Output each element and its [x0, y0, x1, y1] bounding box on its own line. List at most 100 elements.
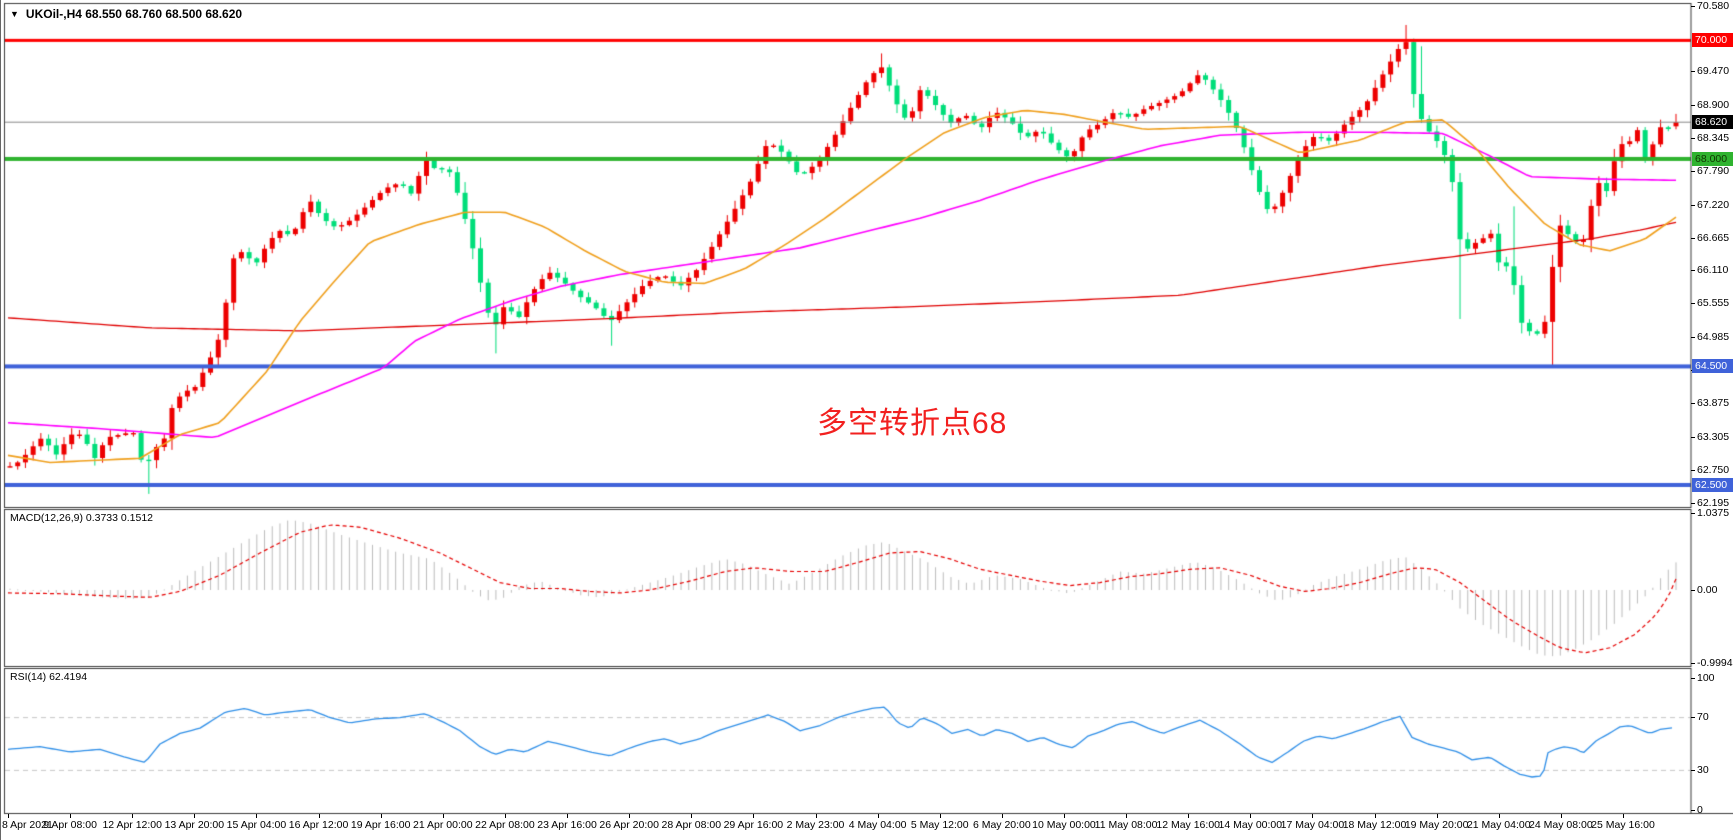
date-tick-label: 14 May 00:00	[1218, 819, 1283, 831]
date-tick-label: 24 May 08:00	[1529, 819, 1593, 831]
symbol-dropdown-icon[interactable]: ▼	[10, 9, 19, 19]
rsi-tick-label: 70	[1697, 711, 1709, 724]
price-tick-label: 66.665	[1697, 231, 1730, 244]
date-tick-mark	[939, 814, 941, 818]
date-tick-mark	[194, 814, 196, 818]
rsi-tick-label: 100	[1697, 671, 1715, 684]
date-tick-mark	[1250, 814, 1252, 818]
date-tick-label: 21 May 04:00	[1466, 819, 1531, 831]
axis-tick-mark	[1691, 137, 1695, 139]
axis-tick-mark	[1691, 717, 1695, 719]
date-tick-label: 12 May 16:00	[1156, 819, 1221, 831]
date-tick-label: 19 May 20:00	[1404, 819, 1469, 831]
price-tick-label: 65.555	[1697, 297, 1730, 310]
date-tick-label: 19 Apr 16:00	[350, 819, 411, 831]
date-tick-mark	[1126, 814, 1128, 818]
price-tick-label: 66.110	[1697, 264, 1729, 277]
date-tick-label: 26 Apr 20:00	[599, 819, 659, 831]
axis-tick-mark	[1691, 170, 1695, 172]
date-tick-label: 23 Apr 16:00	[537, 819, 597, 831]
price-level-badge: 64.500	[1692, 359, 1733, 374]
date-tick-mark	[753, 814, 755, 818]
axis-tick-mark	[1691, 270, 1695, 272]
axis-tick-mark	[1691, 677, 1695, 679]
axis-tick-mark	[1691, 71, 1695, 73]
date-tick-mark	[256, 814, 258, 818]
axis-tick-mark	[1691, 663, 1695, 665]
rsi-indicator-label: RSI(14) 62.4194	[10, 671, 88, 683]
price-tick-label: 67.790	[1697, 164, 1730, 177]
date-tick-mark	[1560, 814, 1562, 818]
date-tick-label: 28 Apr 08:00	[661, 819, 722, 831]
macd-tick-label: 0.00	[1697, 583, 1718, 596]
axis-tick-mark	[1691, 512, 1695, 514]
date-tick-label: 18 May 12:00	[1342, 819, 1407, 831]
date-tick-mark	[1436, 814, 1438, 818]
date-tick-mark	[1374, 814, 1376, 818]
date-tick-label: 12 Apr 12:00	[102, 819, 162, 831]
date-tick-mark	[380, 814, 382, 818]
price-tick-label: 69.470	[1697, 65, 1730, 78]
price-level-badge: 70.000	[1692, 33, 1733, 48]
date-tick-mark	[132, 814, 134, 818]
date-tick-mark	[629, 814, 631, 818]
date-tick-mark	[691, 814, 693, 818]
date-tick-mark	[877, 814, 879, 818]
date-tick-mark	[567, 814, 569, 818]
price-tick-label: 70.580	[1697, 0, 1730, 12]
symbol-ohlc-text: UKOil-,H4 68.550 68.760 68.500 68.620	[25, 7, 243, 21]
date-tick-label: 16 Apr 12:00	[288, 819, 349, 831]
macd-indicator-label: MACD(12,26,9) 0.3733 0.1512	[10, 512, 154, 524]
date-tick-mark	[1498, 814, 1500, 818]
date-tick-label: 15 Apr 04:00	[226, 819, 287, 831]
date-tick-label: 11 May 08:00	[1094, 819, 1158, 831]
axis-tick-mark	[1691, 809, 1695, 811]
current-price-badge: 68.620	[1692, 115, 1733, 130]
date-tick-mark	[1312, 814, 1314, 818]
axis-tick-mark	[1691, 436, 1695, 438]
date-tick-mark	[504, 814, 506, 818]
price-level-badge: 62.500	[1692, 477, 1733, 492]
date-tick-mark	[815, 814, 817, 818]
window-left-frame	[0, 0, 1, 840]
price-tick-label: 64.985	[1697, 331, 1730, 344]
axis-tick-mark	[1691, 589, 1695, 591]
chart-annotation[interactable]: 多空转折点68	[817, 407, 1008, 440]
price-tick-label: 62.750	[1697, 463, 1730, 476]
date-tick-label: 2 May 23:00	[786, 819, 845, 831]
axis-tick-mark	[1691, 204, 1695, 206]
date-tick-label: 5 May 12:00	[910, 819, 969, 831]
price-tick-label: 62.195	[1697, 496, 1730, 509]
axis-tick-mark	[1691, 337, 1695, 339]
date-tick-label: 8 Apr 2021	[2, 819, 53, 831]
date-tick-label: 25 May 16:00	[1591, 819, 1655, 831]
price-tick-label: 68.900	[1697, 99, 1730, 112]
date-tick-label: 22 Apr 08:00	[475, 819, 535, 831]
axis-tick-mark	[1691, 105, 1695, 107]
date-tick-label: 13 Apr 20:00	[164, 819, 225, 831]
axis-tick-mark	[1691, 769, 1695, 771]
date-tick-label: 17 May 04:00	[1280, 819, 1345, 831]
date-tick-mark	[442, 814, 444, 818]
date-tick-label: 4 May 04:00	[848, 819, 907, 831]
axis-tick-mark	[1691, 5, 1695, 7]
date-tick-label: 21 Apr 00:00	[413, 819, 473, 831]
date-tick-mark	[1001, 814, 1003, 818]
macd-tick-label: 1.0375	[1697, 506, 1730, 519]
date-tick-mark	[1063, 814, 1065, 818]
rsi-tick-label: 0	[1697, 803, 1703, 816]
axis-tick-mark	[1691, 303, 1695, 305]
price-tick-label: 68.345	[1697, 131, 1730, 144]
symbol-title: ▼ UKOil-,H4 68.550 68.760 68.500 68.620	[10, 7, 242, 21]
date-tick-mark	[70, 814, 72, 818]
axis-tick-mark	[1691, 237, 1695, 239]
axis-tick-mark	[1691, 502, 1695, 504]
date-tick-label: 9 Apr 08:00	[43, 819, 97, 831]
date-tick-mark	[1623, 814, 1624, 818]
price-tick-label: 67.220	[1697, 198, 1730, 211]
price-tick-label: 63.875	[1697, 396, 1730, 409]
axis-tick-mark	[1691, 469, 1695, 471]
date-tick-mark	[8, 814, 9, 818]
